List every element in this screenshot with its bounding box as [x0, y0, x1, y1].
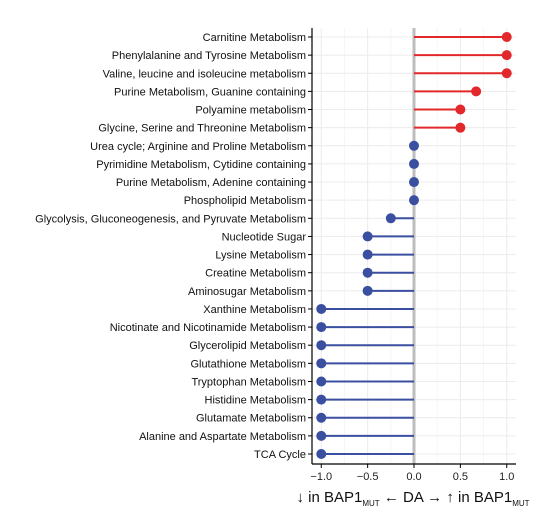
category-label: Alanine and Aspartate Metabolism: [139, 431, 306, 443]
category-label: Xanthine Metabolism: [203, 304, 306, 316]
category-label: Purine Metabolism, Guanine containing: [114, 86, 306, 98]
category-label: Glycerolipid Metabolism: [189, 340, 306, 352]
up-arrow-icon: ↑: [446, 489, 454, 506]
category-label: Pyrimidine Metabolism, Cytidine containi…: [96, 159, 306, 171]
lollipop-dot: [316, 322, 327, 333]
category-labels: Carnitine Metabolism Phenylalanine and Ty…: [35, 32, 306, 461]
lollipop-dot: [409, 177, 419, 188]
lollipop-dot: [385, 213, 396, 224]
lollipop-dot: [316, 376, 327, 387]
x-label-middle: ← DA →: [380, 489, 447, 506]
category-label: Urea cycle; Arginine and Proline Metabol…: [90, 141, 306, 153]
x-label-left-subscript: MUT: [362, 499, 379, 508]
x-label-right-text: in BAP1: [454, 489, 512, 506]
axes: [308, 28, 516, 468]
x-tick-label: −1.0: [310, 471, 332, 483]
lollipop-dots: [316, 32, 512, 459]
x-label-left-text: in BAP1: [304, 489, 362, 506]
category-label: Nicotinate and Nicotinamide Metabolism: [110, 322, 306, 334]
category-label: Creatine Metabolism: [205, 268, 306, 280]
lollipop-dot: [362, 285, 373, 296]
lollipop-dot: [316, 394, 327, 405]
category-label: Nucleotide Sugar: [222, 231, 307, 243]
x-tick-labels: −1.0 −0.5 0.0 0.5 1.0: [310, 471, 514, 483]
lollipop-dot: [362, 249, 373, 260]
category-label: TCA Cycle: [254, 449, 306, 461]
category-label: Glutamate Metabolism: [196, 413, 306, 425]
category-label: Lysine Metabolism: [215, 250, 306, 262]
lollipop-dot: [316, 340, 327, 351]
x-tick-label: −0.5: [357, 471, 379, 483]
down-arrow-icon: ↓: [296, 489, 304, 506]
lollipop-dot: [316, 303, 327, 314]
category-label: Tryptophan Metabolism: [191, 376, 306, 388]
category-label: Histidine Metabolism: [205, 395, 306, 407]
x-tick-label: 0.5: [453, 471, 468, 483]
lollipop-dot: [501, 32, 512, 42]
lollipop-dot: [316, 358, 327, 369]
lollipop-dot: [362, 267, 373, 278]
category-label: Glutathione Metabolism: [190, 358, 306, 370]
lollipop-dot: [409, 140, 419, 151]
lollipop-dot: [455, 122, 466, 133]
x-tick-label: 0.0: [406, 471, 421, 483]
category-label: Aminosugar Metabolism: [188, 286, 306, 298]
category-label: Phospholipid Metabolism: [184, 195, 306, 207]
lollipop-dot: [316, 449, 327, 459]
category-label: Purine Metabolism, Adenine containing: [116, 177, 306, 189]
category-label: Glycolysis, Gluconeogenesis, and Pyruvat…: [35, 213, 306, 225]
lollipop-dot: [409, 158, 419, 169]
lollipop-dot: [455, 104, 466, 115]
lollipop-dot: [316, 430, 327, 441]
category-label: Phenylalanine and Tyrosine Metabolism: [112, 50, 306, 62]
x-axis-label: ↓ in BAP1MUT ← DA → ↑ in BAP1MUT: [296, 489, 529, 508]
category-label: Valine, leucine and isoleucine metabolis…: [103, 68, 306, 80]
lollipop-dot: [316, 412, 327, 423]
x-label-right-subscript: MUT: [512, 499, 529, 508]
lollipop-dot: [501, 68, 512, 79]
x-tick-label: 1.0: [499, 471, 514, 483]
category-label: Carnitine Metabolism: [203, 32, 306, 44]
category-label: Polyamine metabolism: [195, 105, 306, 117]
category-label: Glycine, Serine and Threonine Metabolism: [98, 123, 306, 135]
lollipop-dot: [501, 50, 512, 61]
lollipop-dot: [471, 86, 482, 97]
lollipop-dot: [409, 195, 419, 206]
lollipop-dot: [362, 231, 373, 242]
